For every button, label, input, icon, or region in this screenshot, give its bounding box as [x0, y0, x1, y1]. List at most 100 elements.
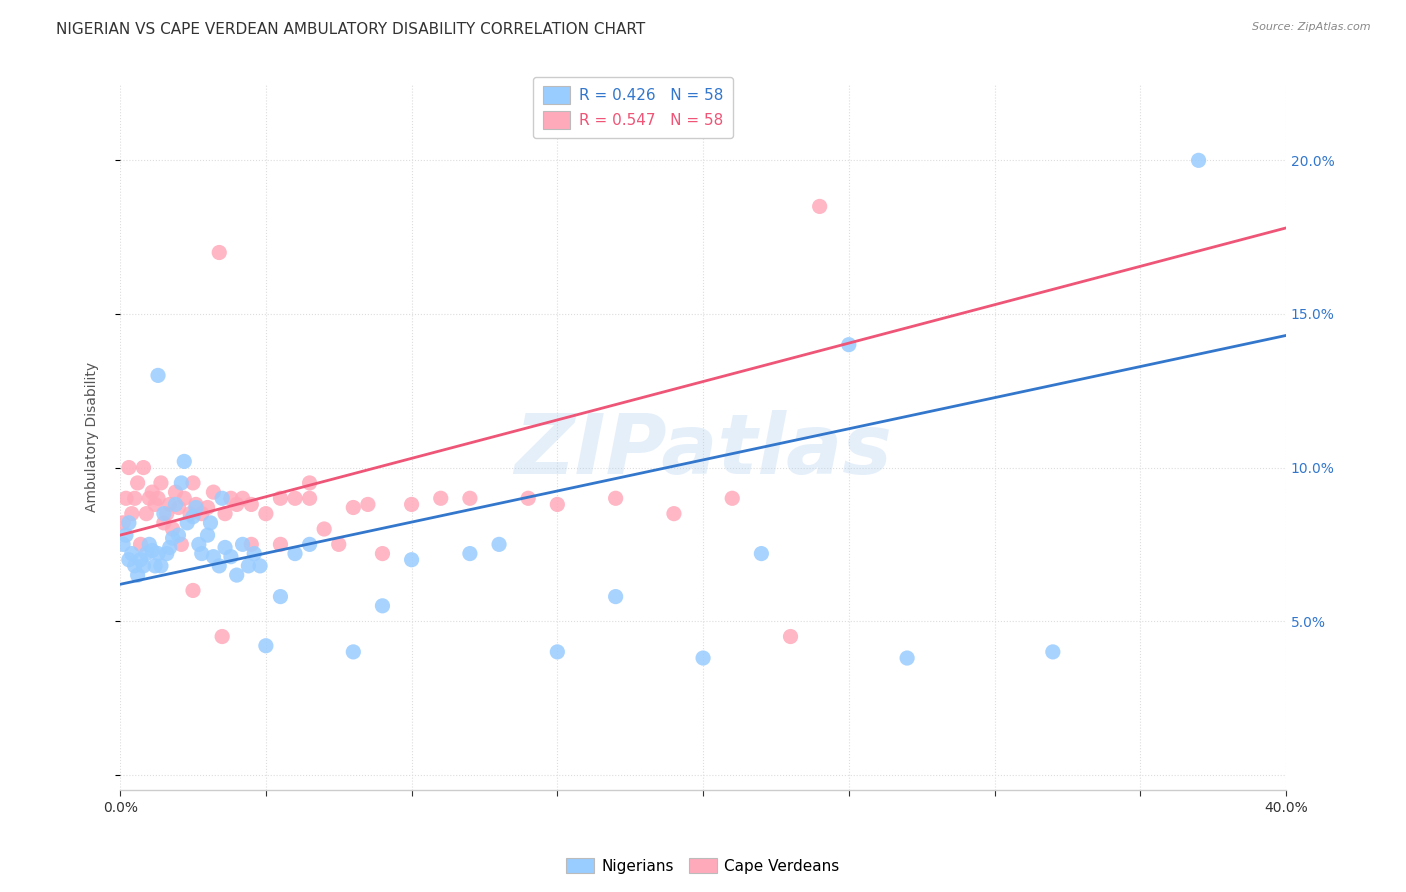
Point: [269, 590, 291, 604]
Point: [808, 199, 831, 213]
Point: [401, 552, 423, 566]
Point: [243, 547, 266, 561]
Point: [141, 485, 163, 500]
Point: [225, 498, 247, 512]
Point: [127, 568, 149, 582]
Point: [138, 537, 160, 551]
Point: [219, 491, 242, 506]
Point: [458, 491, 481, 506]
Point: [208, 245, 231, 260]
Point: [121, 547, 143, 561]
Point: [115, 528, 138, 542]
Point: [238, 558, 260, 573]
Point: [153, 507, 176, 521]
Point: [214, 541, 236, 555]
Point: [141, 543, 163, 558]
Point: [896, 651, 918, 665]
Point: [149, 558, 172, 573]
Point: [219, 549, 242, 564]
Point: [721, 491, 744, 506]
Point: [121, 507, 143, 521]
Point: [838, 337, 860, 351]
Point: [197, 500, 219, 515]
Point: [269, 537, 291, 551]
Point: [546, 645, 568, 659]
Point: [162, 531, 184, 545]
Point: [118, 552, 141, 566]
Point: [214, 507, 236, 521]
Point: [184, 498, 207, 512]
Point: [181, 509, 204, 524]
Point: [146, 491, 169, 506]
Legend: R = 0.426   N = 58, R = 0.547   N = 58: R = 0.426 N = 58, R = 0.547 N = 58: [533, 77, 733, 138]
Point: [517, 491, 540, 506]
Point: [159, 541, 181, 555]
Point: [159, 498, 181, 512]
Point: [187, 537, 209, 551]
Point: [429, 491, 451, 506]
Point: [190, 547, 212, 561]
Point: [249, 558, 271, 573]
Point: [115, 491, 138, 506]
Point: [184, 500, 207, 515]
Point: [546, 498, 568, 512]
Point: [170, 475, 193, 490]
Point: [118, 516, 141, 530]
Point: [202, 485, 225, 500]
Point: [357, 498, 380, 512]
Point: [181, 475, 204, 490]
Point: [170, 537, 193, 551]
Point: [342, 500, 364, 515]
Point: [138, 491, 160, 506]
Point: [156, 507, 179, 521]
Point: [190, 507, 212, 521]
Point: [149, 475, 172, 490]
Text: Source: ZipAtlas.com: Source: ZipAtlas.com: [1253, 22, 1371, 32]
Point: [173, 454, 195, 468]
Point: [202, 549, 225, 564]
Point: [181, 583, 204, 598]
Point: [254, 507, 277, 521]
Point: [124, 558, 146, 573]
Point: [112, 537, 135, 551]
Point: [240, 537, 263, 551]
Point: [488, 537, 510, 551]
Point: [298, 537, 321, 551]
Point: [165, 498, 187, 512]
Point: [1042, 645, 1064, 659]
Point: [118, 460, 141, 475]
Legend: Nigerians, Cape Verdeans: Nigerians, Cape Verdeans: [560, 852, 846, 880]
Point: [232, 537, 254, 551]
Point: [284, 491, 307, 506]
Point: [153, 516, 176, 530]
Point: [208, 558, 231, 573]
Point: [284, 547, 307, 561]
Point: [342, 645, 364, 659]
Point: [240, 498, 263, 512]
Point: [162, 522, 184, 536]
Point: [401, 498, 423, 512]
Point: [314, 522, 336, 536]
Point: [143, 558, 166, 573]
Point: [127, 475, 149, 490]
Point: [135, 547, 157, 561]
Point: [132, 558, 155, 573]
Point: [176, 516, 198, 530]
Point: [254, 639, 277, 653]
Point: [225, 568, 247, 582]
Point: [129, 552, 152, 566]
Point: [605, 491, 627, 506]
Point: [165, 485, 187, 500]
Point: [200, 516, 222, 530]
Point: [371, 547, 394, 561]
Point: [135, 507, 157, 521]
Point: [751, 547, 773, 561]
Point: [298, 491, 321, 506]
Point: [173, 491, 195, 506]
Point: [779, 630, 801, 644]
Point: [146, 547, 169, 561]
Point: [143, 498, 166, 512]
Point: [692, 651, 714, 665]
Point: [156, 547, 179, 561]
Point: [1187, 153, 1209, 168]
